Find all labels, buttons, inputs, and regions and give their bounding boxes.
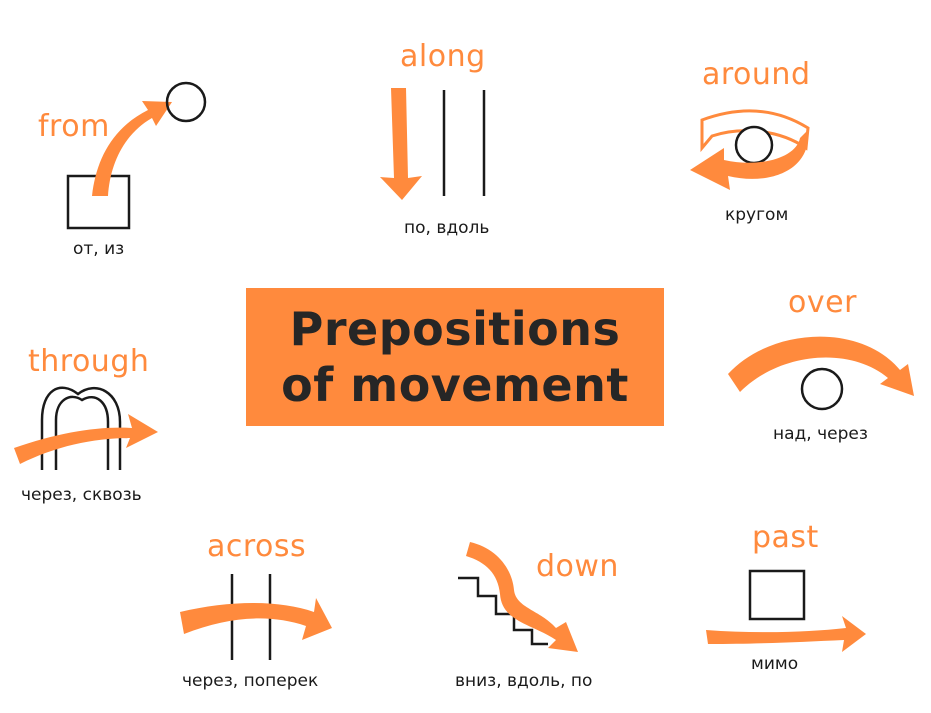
across-illustration bbox=[180, 574, 332, 660]
over-word: over bbox=[788, 285, 857, 320]
past-illustration bbox=[706, 569, 866, 652]
title-line-1: Prepositions bbox=[289, 302, 621, 356]
over-translation: над, через bbox=[773, 424, 868, 444]
from-illustration bbox=[66, 81, 207, 230]
past-word: past bbox=[752, 520, 819, 555]
down-illustration bbox=[458, 542, 578, 652]
around-word: around bbox=[702, 57, 811, 92]
past-translation: мимо bbox=[751, 654, 799, 674]
title-box: Prepositions of movement bbox=[246, 288, 664, 426]
along-translation: по, вдоль bbox=[404, 218, 490, 238]
along-word: along bbox=[400, 39, 486, 74]
along-illustration bbox=[380, 88, 486, 200]
through-illustration bbox=[14, 386, 158, 470]
across-translation: через, поперек bbox=[182, 671, 319, 691]
around-illustration bbox=[690, 109, 810, 190]
around-translation: кругом bbox=[725, 205, 789, 225]
from-translation: от, из bbox=[73, 239, 125, 259]
across-word: across bbox=[207, 529, 307, 564]
down-word: down bbox=[536, 549, 619, 584]
through-word: through bbox=[28, 344, 150, 379]
over-illustration bbox=[728, 336, 914, 411]
title-line-2: of movement bbox=[281, 358, 629, 412]
down-translation: вниз, вдоль, по bbox=[455, 671, 593, 691]
through-translation: через, сквозь bbox=[21, 485, 142, 505]
from-word: from bbox=[38, 109, 110, 144]
